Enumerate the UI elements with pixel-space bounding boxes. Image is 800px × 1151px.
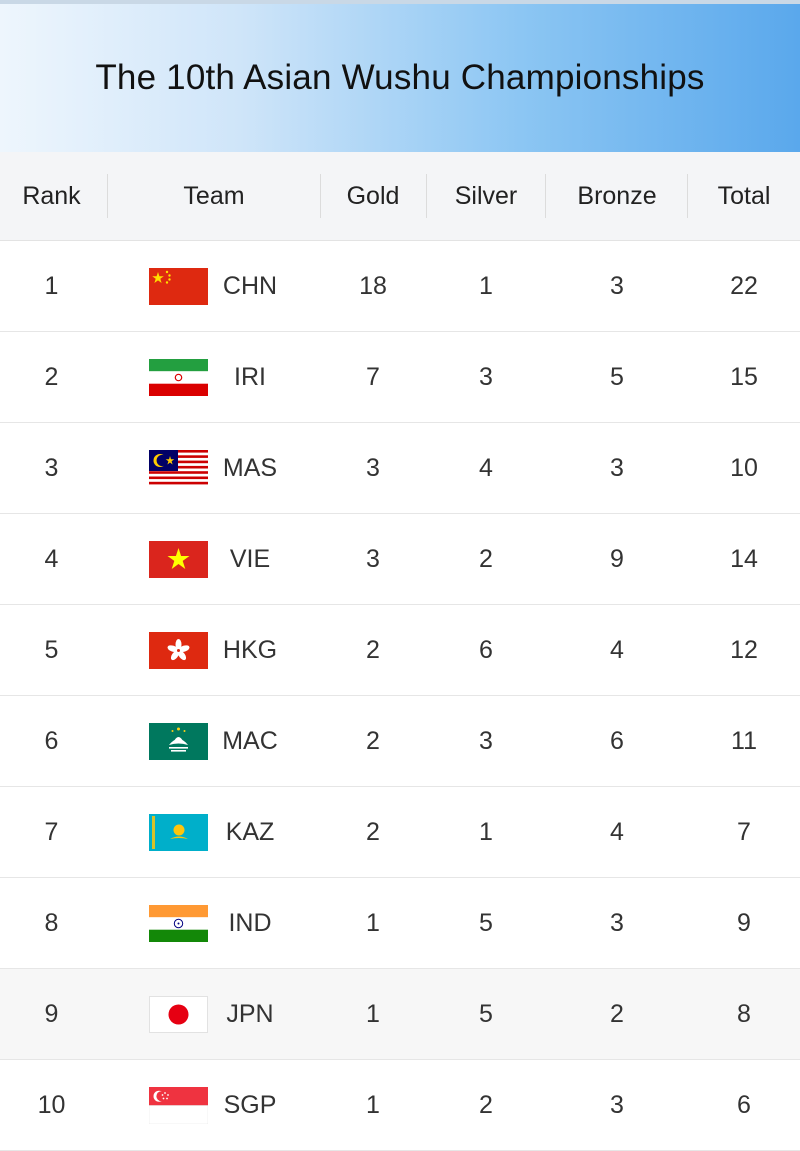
- total-cell: 10: [730, 453, 758, 482]
- team-code: CHN: [222, 271, 278, 300]
- singapore-flag-icon: [149, 1087, 208, 1124]
- rank-cell: 10: [37, 1090, 66, 1119]
- china-flag-icon: [149, 268, 208, 305]
- table-row[interactable]: 1 CHN 18 1 3 22: [0, 241, 800, 332]
- total-cell: 14: [730, 544, 758, 573]
- total-cell: 11: [731, 726, 757, 755]
- rank-cell: 7: [44, 817, 59, 846]
- bronze-cell: 3: [610, 453, 624, 482]
- table-row[interactable]: 8 IND 1 5 3 9: [0, 878, 800, 969]
- rank-cell: 3: [44, 453, 59, 482]
- silver-cell: 1: [479, 271, 493, 300]
- iran-flag-icon: [149, 359, 208, 396]
- rank-cell: 5: [44, 635, 59, 664]
- table-row[interactable]: 10 SGP 1 2 3 6: [0, 1060, 800, 1151]
- malaysia-flag-icon: [149, 450, 208, 487]
- total-cell: 9: [737, 908, 751, 937]
- bronze-cell: 5: [610, 362, 624, 391]
- silver-cell: 6: [479, 635, 493, 664]
- column-header-gold[interactable]: Gold: [346, 181, 400, 210]
- team-code: SGP: [223, 1090, 277, 1119]
- japan-flag-icon: [149, 996, 208, 1033]
- silver-cell: 4: [479, 453, 493, 482]
- bronze-cell: 3: [610, 271, 624, 300]
- silver-cell: 1: [479, 817, 493, 846]
- rank-cell: 9: [44, 999, 59, 1028]
- gold-cell: 1: [366, 999, 380, 1028]
- column-header-bronze[interactable]: Bronze: [577, 181, 657, 210]
- hong-kong-flag-icon: [149, 632, 208, 669]
- bronze-cell: 3: [610, 1090, 624, 1119]
- table-row[interactable]: 6 MAC 2 3 6 11: [0, 696, 800, 787]
- medal-table-body: 1 CHN 18 1 3 22 2 IRI: [0, 241, 800, 1151]
- rank-cell: 2: [44, 362, 59, 391]
- title-banner: The 10th Asian Wushu Championships: [0, 0, 800, 152]
- total-cell: 6: [737, 1090, 751, 1119]
- rank-cell: 1: [44, 271, 59, 300]
- total-cell: 15: [730, 362, 758, 391]
- gold-cell: 2: [366, 635, 380, 664]
- table-row[interactable]: 9 JPN 1 5 2 8: [0, 969, 800, 1060]
- team-code: MAS: [222, 453, 278, 482]
- column-header-total[interactable]: Total: [717, 181, 771, 210]
- gold-cell: 7: [366, 362, 380, 391]
- team-code: MAC: [222, 726, 278, 755]
- table-row[interactable]: 2 IRI 7 3 5 15: [0, 332, 800, 423]
- team-code: IND: [228, 908, 272, 937]
- team-code: JPN: [226, 999, 274, 1028]
- column-header-silver[interactable]: Silver: [454, 181, 518, 210]
- column-divider: [545, 174, 546, 218]
- silver-cell: 5: [479, 908, 493, 937]
- table-row[interactable]: 7 KAZ 2 1 4 7: [0, 787, 800, 878]
- column-divider: [320, 174, 321, 218]
- total-cell: 7: [737, 817, 751, 846]
- column-divider: [687, 174, 688, 218]
- silver-cell: 3: [479, 726, 493, 755]
- india-flag-icon: [149, 905, 208, 942]
- kazakhstan-flag-icon: [149, 814, 208, 851]
- bronze-cell: 4: [610, 635, 624, 664]
- macau-flag-icon: [149, 723, 208, 760]
- silver-cell: 2: [479, 1090, 493, 1119]
- team-code: VIE: [229, 544, 271, 573]
- team-code: KAZ: [225, 817, 275, 846]
- gold-cell: 1: [366, 1090, 380, 1119]
- team-code: HKG: [222, 635, 278, 664]
- gold-cell: 3: [366, 453, 380, 482]
- gold-cell: 2: [366, 726, 380, 755]
- silver-cell: 5: [479, 999, 493, 1028]
- rank-cell: 4: [44, 544, 59, 573]
- team-code: IRI: [234, 362, 266, 391]
- table-row[interactable]: 3 MAS 3 4 3 10: [0, 423, 800, 514]
- table-header: Rank Team Gold Silver Bronze Total: [0, 152, 800, 241]
- table-row[interactable]: 5 HKG 2 6 4 12: [0, 605, 800, 696]
- rank-cell: 6: [44, 726, 59, 755]
- silver-cell: 3: [479, 362, 493, 391]
- bronze-cell: 9: [610, 544, 624, 573]
- column-header-rank[interactable]: Rank: [22, 181, 81, 210]
- gold-cell: 3: [366, 544, 380, 573]
- gold-cell: 1: [366, 908, 380, 937]
- gold-cell: 18: [359, 271, 387, 300]
- page-title: The 10th Asian Wushu Championships: [95, 58, 705, 97]
- column-divider: [426, 174, 427, 218]
- vietnam-flag-icon: [149, 541, 208, 578]
- table-row[interactable]: 4 VIE 3 2 9 14: [0, 514, 800, 605]
- total-cell: 8: [737, 999, 751, 1028]
- total-cell: 12: [730, 635, 758, 664]
- bronze-cell: 4: [610, 817, 624, 846]
- bronze-cell: 3: [610, 908, 624, 937]
- bronze-cell: 2: [610, 999, 624, 1028]
- bronze-cell: 6: [610, 726, 624, 755]
- gold-cell: 2: [366, 817, 380, 846]
- column-header-team[interactable]: Team: [183, 181, 245, 210]
- column-divider: [107, 174, 108, 218]
- silver-cell: 2: [479, 544, 493, 573]
- total-cell: 22: [730, 271, 758, 300]
- rank-cell: 8: [44, 908, 59, 937]
